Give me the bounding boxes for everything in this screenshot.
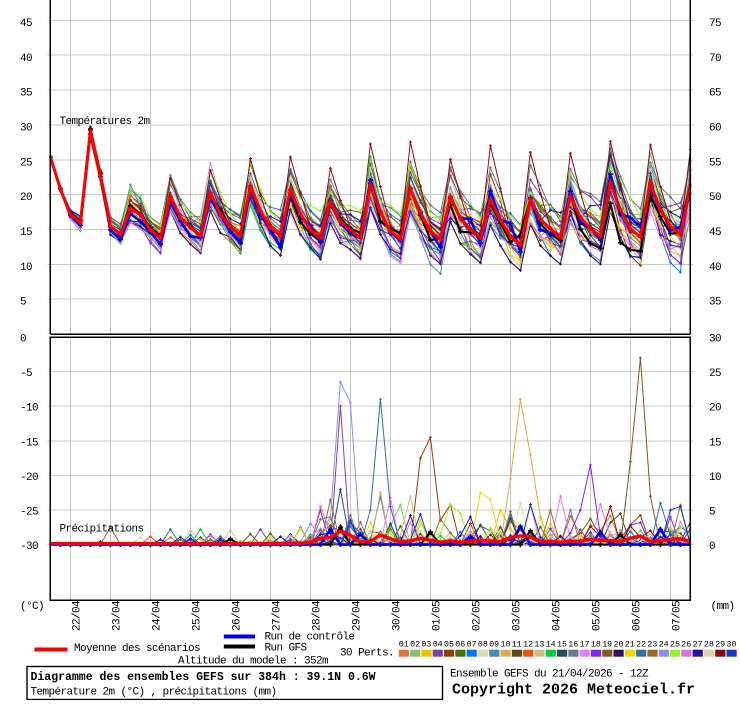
- svg-text:30: 30: [709, 334, 721, 346]
- svg-text:04: 04: [433, 641, 443, 650]
- svg-text:01: 01: [399, 641, 409, 650]
- svg-text:02: 02: [410, 641, 420, 650]
- svg-text:07/05: 07/05: [671, 601, 683, 631]
- svg-text:-25: -25: [20, 507, 38, 519]
- svg-text:Précipitations: Précipitations: [60, 524, 144, 536]
- svg-text:16: 16: [568, 641, 578, 650]
- svg-text:20: 20: [614, 641, 624, 650]
- svg-text:15: 15: [557, 641, 567, 650]
- svg-text:30: 30: [727, 641, 737, 650]
- svg-text:-30: -30: [20, 541, 38, 553]
- svg-text:25: 25: [709, 368, 721, 380]
- svg-text:15: 15: [709, 437, 721, 449]
- svg-text:09: 09: [489, 641, 499, 650]
- svg-text:27/04: 27/04: [271, 600, 283, 631]
- svg-text:20: 20: [20, 192, 32, 204]
- svg-text:30: 30: [20, 123, 32, 135]
- svg-text:30/04: 30/04: [391, 600, 403, 631]
- svg-text:0: 0: [709, 541, 715, 553]
- svg-text:04/05: 04/05: [551, 601, 563, 631]
- svg-text:28/04: 28/04: [311, 600, 323, 631]
- svg-text:24: 24: [659, 641, 669, 650]
- svg-text:Températures 2m: Températures 2m: [60, 116, 151, 128]
- svg-text:26: 26: [681, 641, 691, 650]
- svg-text:35: 35: [709, 297, 721, 309]
- svg-text:(°C): (°C): [20, 601, 44, 613]
- svg-text:Température 2m (°C) , précipit: Température 2m (°C) , précipitations (mm…: [31, 687, 277, 699]
- svg-text:5: 5: [20, 297, 26, 309]
- svg-text:25/04: 25/04: [191, 600, 203, 631]
- svg-text:18: 18: [591, 641, 601, 650]
- svg-text:07: 07: [467, 641, 477, 650]
- svg-text:10: 10: [501, 641, 511, 650]
- svg-text:13: 13: [534, 641, 544, 650]
- svg-text:75: 75: [709, 18, 721, 30]
- svg-text:(mm): (mm): [711, 601, 735, 613]
- svg-text:Altitude du modele : 352m: Altitude du modele : 352m: [178, 656, 329, 668]
- svg-text:06: 06: [455, 641, 465, 650]
- svg-text:45: 45: [20, 18, 32, 30]
- svg-text:21: 21: [625, 641, 635, 650]
- svg-text:40: 40: [709, 262, 721, 274]
- svg-text:35: 35: [20, 88, 32, 100]
- svg-text:45: 45: [709, 227, 721, 239]
- svg-text:15: 15: [20, 227, 32, 239]
- svg-text:65: 65: [709, 88, 721, 100]
- svg-text:50: 50: [709, 192, 721, 204]
- svg-text:06/05: 06/05: [631, 601, 643, 631]
- svg-text:40: 40: [20, 53, 32, 65]
- svg-text:Copyright 2026 Meteociel.fr: Copyright 2026 Meteociel.fr: [452, 682, 695, 699]
- svg-text:-5: -5: [20, 368, 32, 380]
- svg-text:5: 5: [709, 507, 715, 519]
- svg-text:27: 27: [693, 641, 703, 650]
- svg-text:19: 19: [602, 641, 612, 650]
- svg-text:23: 23: [647, 641, 657, 650]
- svg-text:05/05: 05/05: [591, 601, 603, 631]
- svg-text:03: 03: [421, 641, 431, 650]
- svg-text:60: 60: [709, 123, 721, 135]
- svg-text:29: 29: [715, 641, 725, 650]
- svg-text:70: 70: [709, 53, 721, 65]
- svg-text:08: 08: [478, 641, 488, 650]
- svg-text:14: 14: [546, 641, 556, 650]
- svg-text:22/04: 22/04: [71, 600, 83, 631]
- svg-text:23/04: 23/04: [111, 600, 123, 631]
- svg-text:10: 10: [709, 472, 721, 484]
- svg-text:55: 55: [709, 157, 721, 169]
- svg-text:28: 28: [704, 641, 714, 650]
- svg-text:20: 20: [709, 403, 721, 415]
- svg-text:30 Perts.: 30 Perts.: [340, 647, 394, 659]
- svg-text:29/04: 29/04: [351, 600, 363, 631]
- svg-text:Ensemble GEFS du 21/04/2026 -: Ensemble GEFS du 21/04/2026 - 12Z: [450, 669, 649, 681]
- svg-text:Moyenne des scénarios: Moyenne des scénarios: [74, 643, 200, 655]
- svg-text:03/05: 03/05: [511, 601, 523, 631]
- svg-text:-15: -15: [20, 437, 38, 449]
- svg-text:01/05: 01/05: [431, 601, 443, 631]
- svg-text:10: 10: [20, 262, 32, 274]
- svg-text:Run GFS: Run GFS: [265, 642, 308, 654]
- svg-text:24/04: 24/04: [151, 600, 163, 631]
- svg-text:22: 22: [636, 641, 646, 650]
- svg-text:25: 25: [20, 157, 32, 169]
- svg-text:0: 0: [20, 334, 26, 346]
- svg-text:11: 11: [512, 641, 522, 650]
- svg-text:26/04: 26/04: [231, 600, 243, 631]
- svg-text:17: 17: [580, 641, 590, 650]
- svg-text:Run de contrôle: Run de contrôle: [265, 632, 355, 644]
- svg-text:Diagramme des ensembles GEFS s: Diagramme des ensembles GEFS sur 384h : …: [31, 671, 376, 684]
- svg-text:02/05: 02/05: [471, 601, 483, 631]
- svg-text:25: 25: [670, 641, 680, 650]
- svg-text:12: 12: [523, 641, 533, 650]
- svg-text:05: 05: [444, 641, 454, 650]
- svg-text:-20: -20: [20, 472, 38, 484]
- svg-text:-10: -10: [20, 403, 38, 415]
